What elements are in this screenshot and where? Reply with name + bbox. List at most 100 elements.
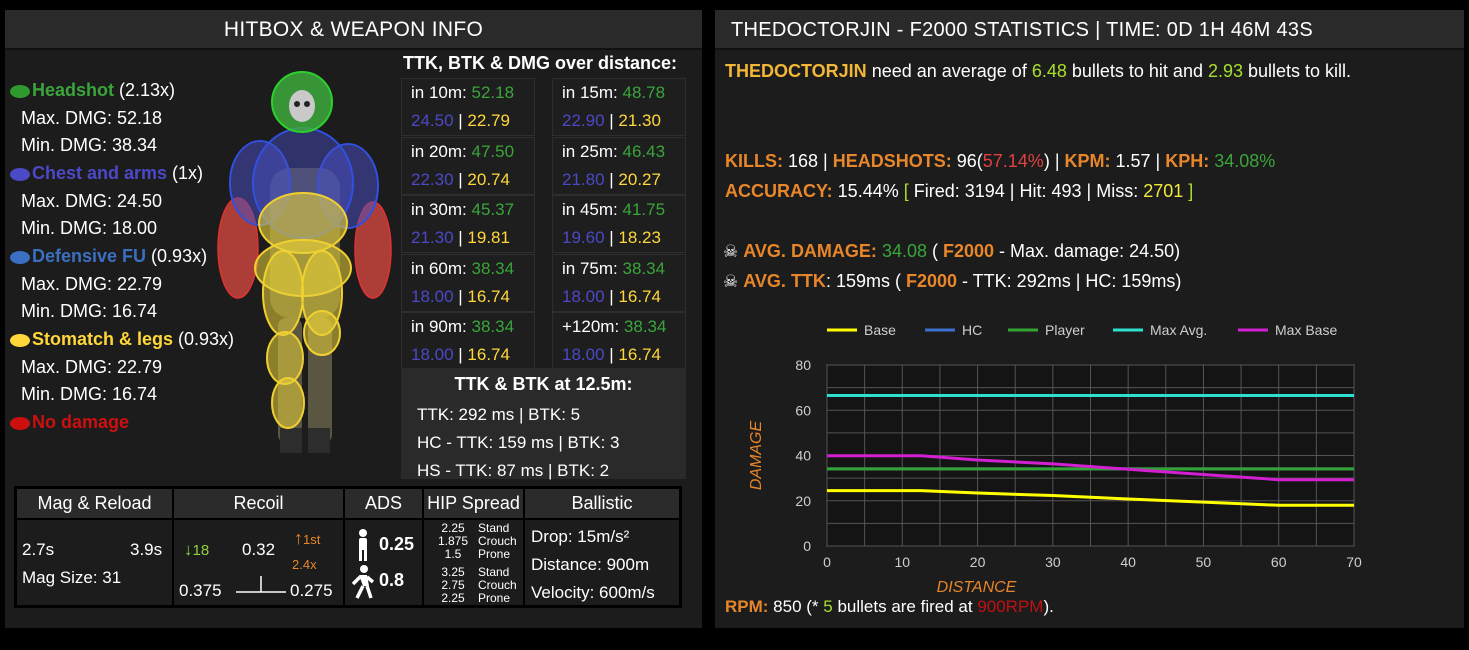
hc-ttk-line: HC - TTK: 159 ms | BTK: 3 (417, 433, 620, 452)
kills-value: 168 | (783, 151, 833, 171)
hip-spread-row: 1.875 Crouch (432, 535, 517, 548)
hitbox-weapon-panel: HITBOX & WEAPON INFO Headshot (2.13x) Ma… (5, 10, 702, 628)
legs-dmg: 18.23 (618, 228, 661, 247)
weapon-name: F2000 (905, 271, 958, 291)
y-tick-label: 0 (803, 538, 811, 554)
recoil-first-mult: 2.4x (292, 557, 317, 572)
x-tick-label: 60 (1271, 554, 1287, 570)
x-tick-label: 50 (1196, 554, 1212, 570)
rpm-text: bullets are fired at (832, 597, 978, 616)
headshot-dmg: 48.78 (622, 83, 666, 102)
hip-stance: Stand (478, 565, 510, 579)
hip-stance: Prone (478, 547, 511, 561)
kpm-label: KPM: (1064, 151, 1111, 171)
chest-dot-icon (10, 167, 30, 181)
avg-damage-label: AVG. DAMAGE: (743, 241, 877, 261)
legs-dmg: 16.74 (467, 345, 510, 364)
chest-dmg: 22.30 (411, 169, 454, 189)
defensive-label: Defensive FU (32, 246, 147, 266)
ttk-detail-text: - TTK: 292ms | HC: 159ms) (957, 271, 1182, 291)
headshot-dmg: 38.34 (471, 317, 515, 336)
avg-text-3: bullets to kill. (1243, 61, 1352, 81)
ads-stand-time: 0.25 (379, 534, 415, 554)
soldier-hitbox-figure (217, 71, 392, 453)
legs-mult: (0.93x) (173, 329, 235, 349)
mag-size: Mag Size: 31 (22, 568, 122, 587)
chest-dmg: 24.50 (411, 111, 454, 130)
chest-label: Chest and arms (32, 163, 168, 183)
ballistic-drop: Drop: 15m/s² (531, 527, 630, 546)
headshot-dmg: 38.34 (471, 258, 515, 278)
legs-dmg: 16.74 (467, 286, 510, 306)
x-tick-label: 20 (970, 554, 986, 570)
recoil-first-shot: ↑1st (294, 528, 320, 549)
rpm-end: ). (1043, 597, 1054, 616)
hip-stance: Stand (478, 521, 510, 535)
hip-value: 2.25 (441, 591, 465, 605)
skull-icon: ☠ (723, 272, 739, 291)
legs-dot-icon (10, 333, 30, 347)
kpm-value: 1.57 | (1110, 151, 1166, 171)
fired-hit-miss: Fired: 3194 | Hit: 493 | Miss: (908, 181, 1144, 201)
recoil-down: ↓18 (184, 540, 209, 560)
ttk-box-title: TTK & BTK at 12.5m: (454, 374, 633, 394)
recoil-first-label: 1st (303, 532, 321, 547)
distance-label: in 15m: (562, 83, 623, 102)
hip-value: 1.875 (437, 534, 469, 548)
avg-damage-paren: ( (926, 241, 943, 261)
hip-spread-row: 2.25 Stand (432, 522, 517, 535)
legs-dmg: 16.74 (618, 286, 661, 306)
ballistic-cell: Drop: 15m/s² Distance: 900m Velocity: 60… (524, 519, 680, 606)
stats-title: THEDOCTORJIN - F2000 STATISTICS | TIME: … (715, 10, 1464, 50)
distance-label: in 45m: (562, 200, 623, 219)
legs-dmg: 22.79 (467, 111, 510, 130)
x-tick-label: 40 (1120, 554, 1136, 570)
headshot-dmg: 45.37 (471, 200, 515, 219)
headshot-dot-icon (10, 84, 30, 98)
ballistic-distance: Distance: 900m (531, 555, 650, 574)
th-ads: ADS (344, 488, 423, 519)
reload-tactical: 2.7s (22, 540, 55, 559)
accuracy-value: 15.44% (832, 181, 904, 201)
headshot-dmg: 47.50 (471, 141, 515, 161)
burst-count: 5 (823, 597, 833, 616)
legend-label: Max Avg. (1150, 322, 1207, 338)
recoil-left: 0.375 (179, 581, 222, 600)
standing-person-icon (359, 529, 367, 561)
distance-cell: in 30m: 45.37 21.30 | 19.81 (401, 195, 535, 253)
arrow-down-icon: ↓ (184, 540, 193, 559)
kph-value: 34.08% (1209, 151, 1276, 171)
th-hip-spread: HIP Spread (423, 488, 524, 519)
kph-label: KPH: (1165, 151, 1210, 171)
hip-spread-row: 1.5 Prone (432, 548, 517, 561)
th-ballistic: Ballistic (524, 488, 680, 519)
accuracy-line: ACCURACY: 15.44% [ Fired: 3194 | Hit: 49… (725, 181, 1193, 202)
chest-min: Min. DMG: 18.00 (21, 218, 158, 238)
hip-value: 3.25 (441, 565, 465, 579)
defensive-dot-icon (10, 250, 30, 264)
legend-chest: Chest and arms (1x) (10, 163, 203, 184)
recoil-cell: ↓18 0.32 ↑1st 2.4x 0.375 0.275 (173, 519, 344, 606)
hip-stance: Crouch (478, 534, 517, 548)
statistics-panel: THEDOCTORJIN - F2000 STATISTICS | TIME: … (715, 10, 1464, 628)
defensive-max: Max. DMG: 22.79 (21, 274, 163, 294)
hip-spread-row: 2.75 Crouch (432, 579, 516, 592)
arrow-up-icon: ↑ (294, 528, 303, 548)
chest-dmg: 18.00 (562, 345, 605, 364)
ads-move-time: 0.8 (379, 570, 405, 590)
avg-ttk-value: : 159ms ( (825, 271, 906, 291)
y-tick-label: 40 (795, 448, 811, 464)
ballistic-velocity: Velocity: 600m/s (531, 583, 655, 602)
headshot-max: Max. DMG: 52.18 (21, 108, 163, 128)
legs-dmg: 19.81 (467, 228, 510, 247)
legs-max: Max. DMG: 22.79 (21, 357, 163, 377)
bracket-open: [ (903, 181, 909, 201)
th-recoil: Recoil (173, 488, 344, 519)
y-tick-label: 80 (795, 357, 811, 373)
chest-dmg: 18.00 (562, 286, 605, 306)
legs-dmg: 20.27 (618, 169, 661, 189)
legs-dmg: 16.74 (618, 345, 661, 364)
chest-max: Max. DMG: 24.50 (21, 191, 163, 211)
distance-cell: in 15m: 48.78 22.90 | 21.30 (552, 78, 686, 136)
headshot-dmg: 46.43 (622, 141, 666, 161)
